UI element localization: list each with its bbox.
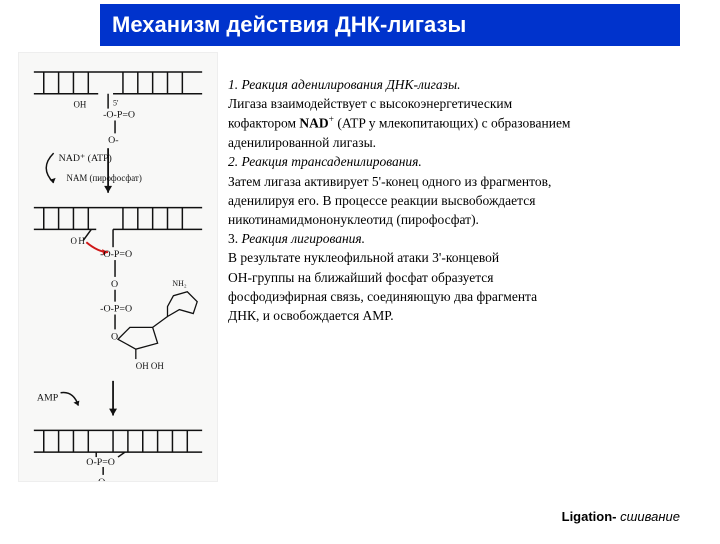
svg-text:-O-P=O: -O-P=O [103, 110, 135, 121]
step1-line1: Лигаза взаимодействует с высокоэнергетич… [228, 95, 702, 113]
svg-text:O-P=O: O-P=O [86, 457, 115, 468]
step1-line2: кофактором NAD+ (ATP у млекопитающих) с … [228, 114, 702, 133]
step3-line3: фосфодиэфирная связь, соединяющую два фр… [228, 288, 702, 306]
step3-line4: ДНК, и освобождается AMP. [228, 307, 702, 325]
content-area: OH 5' -O-P=O O- NAD⁺ (ATP) NAM (пирофосф… [0, 46, 720, 487]
step3-line1: В результате нуклеофильной атаки 3'-конц… [228, 249, 702, 267]
svg-text:O: O [111, 279, 118, 290]
step2-line2: аденилируя его. В процессе реакции высво… [228, 192, 702, 210]
svg-text:AMP: AMP [37, 393, 59, 404]
step1-line3: аденилированной лигазы. [228, 134, 702, 152]
mechanism-diagram: OH 5' -O-P=O O- NAD⁺ (ATP) NAM (пирофосф… [18, 52, 218, 487]
svg-text:O-: O- [108, 135, 118, 146]
step3-title: 3. Реакция лигирования. [228, 230, 702, 248]
svg-text:O: O [70, 236, 77, 246]
footer-note: Ligation- сшивание [562, 509, 680, 524]
slide-title: Механизм действия ДНК-лигазы [100, 4, 680, 46]
step2-line3: никотинамидмононуклеотид (пирофосфат). [228, 211, 702, 229]
svg-text:-O-P=O: -O-P=O [100, 304, 132, 315]
svg-text:OH OH: OH OH [136, 361, 165, 371]
svg-text:OH: OH [73, 100, 86, 110]
svg-text:NH₂: NH₂ [172, 279, 186, 288]
svg-text:NAM (пирофосфат): NAM (пирофосфат) [67, 173, 142, 183]
step1-title: 1. Реакция аденилирования ДНК-лигазы. [228, 76, 702, 94]
step2-title: 2. Реакция трансаденилирования. [228, 153, 702, 171]
svg-text:5': 5' [113, 99, 119, 108]
description-text: 1. Реакция аденилирования ДНК-лигазы. Ли… [228, 52, 702, 487]
svg-text:O: O [111, 331, 118, 342]
svg-text:-O-P=O: -O-P=O [100, 249, 132, 260]
step3-line2: ОН-группы на ближайший фосфат образуется [228, 269, 702, 287]
svg-text:NAD⁺ (ATP): NAD⁺ (ATP) [59, 153, 112, 164]
step2-line1: Затем лигаза активирует 5'-конец одного … [228, 173, 702, 191]
svg-text:O-: O- [98, 477, 108, 482]
